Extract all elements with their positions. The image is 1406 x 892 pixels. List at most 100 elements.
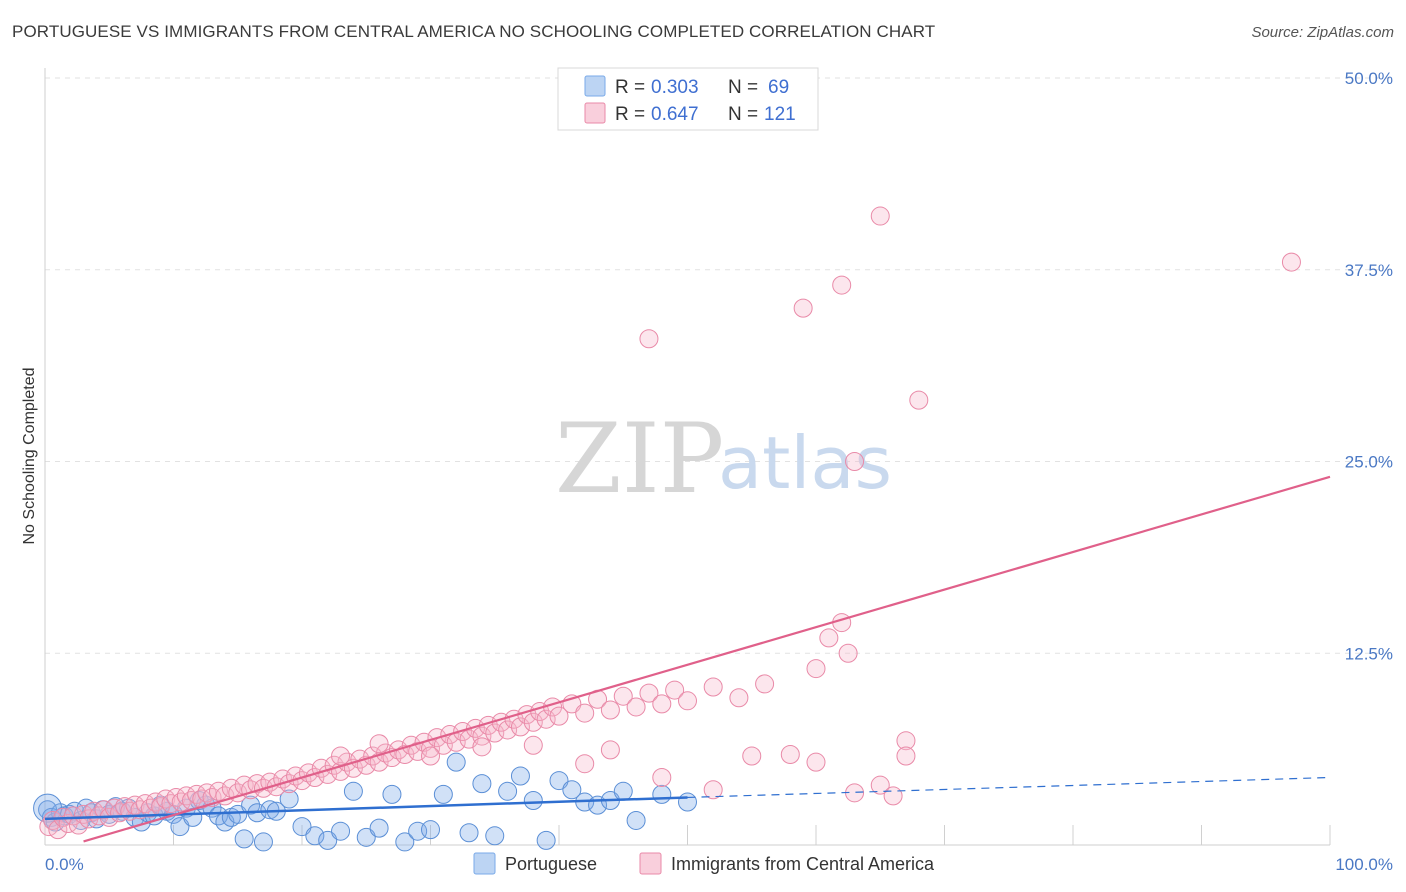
data-point — [909, 390, 929, 410]
legend-r-value-portuguese: 0.303 — [651, 77, 699, 98]
data-point — [819, 628, 839, 648]
data-point — [600, 700, 620, 720]
data-point — [234, 829, 254, 849]
data-point — [870, 775, 890, 795]
data-point — [305, 826, 325, 846]
data-point — [832, 275, 852, 295]
y-tick-labels: 12.5% 25.0% 37.5% 50.0% — [1345, 69, 1393, 663]
data-point — [170, 817, 190, 837]
data-point — [536, 830, 556, 850]
data-point — [510, 717, 530, 737]
data-point — [806, 752, 826, 772]
x-tick-label-max: 100.0% — [1335, 855, 1393, 874]
data-point — [1281, 252, 1301, 272]
data-point — [421, 746, 440, 766]
trend-line-portuguese — [44, 796, 688, 821]
data-point — [395, 744, 415, 764]
data-point — [652, 784, 672, 804]
data-point — [472, 774, 492, 794]
data-point — [652, 694, 672, 714]
data-point — [626, 810, 646, 830]
watermark-atlas: atlas — [718, 421, 892, 505]
data-point — [793, 298, 813, 318]
data-point — [523, 791, 543, 811]
data-point — [369, 818, 389, 838]
data-point — [485, 723, 505, 743]
trend-line-portuguese-extension — [687, 776, 1331, 799]
gridlines — [44, 77, 1393, 845]
data-point — [742, 746, 762, 766]
data-point — [369, 734, 389, 754]
data-point — [395, 832, 415, 852]
legend-label-central-america: Immigrants from Central America — [671, 854, 935, 874]
data-point — [343, 781, 363, 801]
data-point — [652, 768, 672, 788]
data-point — [562, 780, 582, 800]
data-point — [241, 795, 261, 815]
data-point — [446, 752, 466, 772]
data-point — [600, 740, 620, 760]
data-point — [498, 720, 518, 740]
data-point — [68, 815, 88, 835]
legend-swatch-central-america — [584, 102, 606, 124]
legend-swatch-central-america-bottom — [639, 852, 662, 875]
data-point — [549, 771, 569, 791]
data-point — [472, 737, 492, 757]
data-point — [896, 731, 916, 751]
y-tick-label: 25.0% — [1345, 453, 1393, 472]
data-point — [356, 827, 376, 847]
data-point — [755, 674, 775, 694]
legend-swatch-portuguese-bottom — [473, 852, 496, 875]
data-point — [472, 726, 492, 746]
data-point — [192, 789, 212, 809]
data-point — [459, 823, 479, 843]
data-point — [171, 792, 191, 812]
data-point — [279, 789, 299, 809]
data-point — [665, 680, 685, 700]
data-point — [703, 780, 723, 800]
data-point — [780, 744, 800, 764]
data-point — [433, 784, 453, 804]
data-point — [260, 800, 280, 820]
data-point — [703, 677, 723, 697]
series-central-america-points — [39, 206, 1301, 840]
data-point — [161, 794, 181, 814]
legend-swatch-portuguese — [584, 75, 606, 97]
data-point — [575, 754, 595, 774]
data-point — [536, 709, 556, 729]
legend-bottom: Portuguese Immigrants from Central Ameri… — [473, 852, 935, 875]
data-point — [838, 643, 858, 663]
data-point — [408, 741, 428, 761]
data-point — [292, 817, 312, 837]
data-point — [806, 659, 826, 679]
chart-title: PORTUGUESE VS IMMIGRANTS FROM CENTRAL AM… — [12, 22, 936, 41]
data-point — [331, 746, 351, 766]
legend-r-label-central-america: R = — [615, 104, 645, 125]
data-point — [43, 810, 63, 830]
data-point — [510, 766, 530, 786]
data-point — [845, 452, 865, 471]
y-tick-label: 37.5% — [1345, 261, 1393, 280]
legend-top: R = 0.303 N = 69 R = 0.647 N = 121 — [557, 67, 819, 131]
axes — [44, 68, 1330, 846]
legend-n-value-portuguese: 69 — [768, 77, 789, 98]
data-point — [318, 764, 338, 784]
legend-n-label-central-america: N = — [728, 104, 758, 125]
x-tick-labels: 0.0% 100.0% — [45, 855, 1393, 874]
legend-r-label-portuguese: R = — [615, 77, 645, 98]
y-axis-label: No Schooling Completed — [21, 368, 38, 545]
trend-line-central-america — [83, 475, 1331, 843]
data-point — [498, 781, 518, 801]
data-point — [421, 820, 440, 840]
data-point — [485, 826, 505, 846]
data-point — [626, 697, 646, 717]
legend-n-label-portuguese: N = — [728, 77, 758, 98]
data-point — [870, 206, 890, 226]
legend-r-value-central-america: 0.647 — [651, 104, 699, 125]
data-point — [253, 832, 273, 852]
y-tick-label: 12.5% — [1345, 644, 1393, 663]
data-point — [140, 798, 160, 818]
legend-label-portuguese: Portuguese — [505, 854, 597, 874]
data-point — [575, 703, 595, 723]
